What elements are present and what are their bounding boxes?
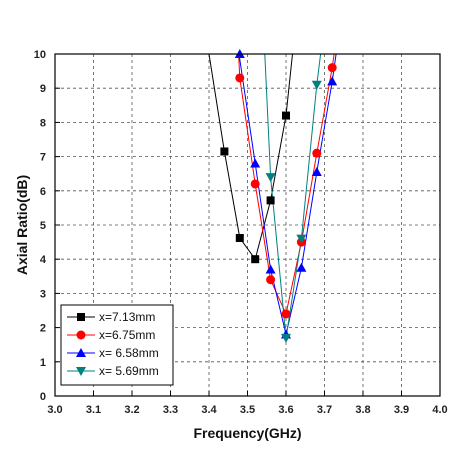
series-line-4 — [264, 54, 322, 338]
y-tick-label: 9 — [40, 83, 46, 95]
data-point-series-2 — [312, 148, 322, 158]
x-tick-label: 3.5 — [240, 404, 255, 416]
data-point-series-1 — [220, 147, 229, 156]
x-axis-title: Frequency(GHz) — [193, 425, 301, 441]
legend-label: x= 5.69mm — [99, 364, 159, 378]
legend: x=7.13mm x=6.75mm x= 6.58mm x= 5.69mm — [60, 304, 174, 386]
data-point-series-2 — [235, 73, 245, 83]
data-point-series-1 — [282, 111, 290, 120]
legend-marker — [76, 348, 86, 357]
data-point-series-3 — [296, 262, 307, 272]
legend-marker — [76, 367, 86, 376]
x-tick-label: 4.0 — [432, 404, 447, 416]
y-tick-label: 5 — [40, 220, 46, 232]
data-point-series-1 — [235, 233, 244, 242]
data-point-series-4 — [281, 333, 291, 343]
series-markers — [220, 49, 338, 343]
y-tick-label: 6 — [40, 186, 46, 198]
x-tick-label: 3.2 — [124, 404, 139, 416]
legend-marker — [76, 330, 86, 340]
data-point-series-1 — [251, 255, 260, 264]
series-curves — [208, 54, 337, 338]
y-tick-label: 7 — [40, 152, 46, 164]
y-tick-label: 2 — [40, 323, 46, 335]
data-point-series-4 — [311, 80, 322, 90]
x-tick-label: 3.8 — [355, 404, 370, 416]
data-point-series-2 — [250, 179, 260, 189]
y-tick-label: 3 — [40, 288, 46, 300]
x-tick-label: 3.4 — [201, 404, 217, 416]
x-tick-label: 3.9 — [394, 404, 409, 416]
x-tick-label: 3.0 — [47, 404, 62, 416]
y-tick-label: 0 — [40, 391, 46, 403]
y-tick-label: 10 — [34, 49, 46, 61]
y-tick-label: 4 — [40, 254, 47, 266]
data-point-series-3 — [327, 76, 338, 86]
data-point-series-3 — [250, 158, 261, 168]
axis-ticks: 3.0 3.1 3.2 3.3 3.4 3.5 3.6 3.7 3.8 3.9 4.0 0 1 2 3 4 5 6… — [34, 49, 448, 416]
x-tick-label: 3.1 — [86, 404, 101, 416]
data-point-series-1 — [266, 196, 275, 205]
y-tick-label: 8 — [40, 117, 46, 129]
x-tick-label: 3.6 — [278, 404, 293, 416]
series-line-3 — [238, 54, 337, 335]
y-tick-label: 1 — [40, 357, 46, 369]
x-tick-label: 3.3 — [163, 404, 178, 416]
data-point-series-2 — [281, 309, 291, 319]
data-point-series-2 — [266, 275, 276, 285]
data-point-series-4 — [296, 234, 307, 244]
data-point-series-2 — [327, 63, 337, 73]
legend-marker — [77, 313, 85, 321]
legend-label: x=7.13mm — [99, 310, 155, 324]
data-point-series-3 — [311, 166, 322, 176]
y-axis-title: Axial Ratio(dB) — [14, 175, 30, 275]
x-tick-label: 3.7 — [317, 404, 332, 416]
data-point-series-3 — [265, 264, 276, 274]
data-point-series-4 — [265, 173, 276, 183]
legend-label: x=6.75mm — [99, 328, 155, 342]
legend-label: x= 6.58mm — [99, 346, 159, 360]
